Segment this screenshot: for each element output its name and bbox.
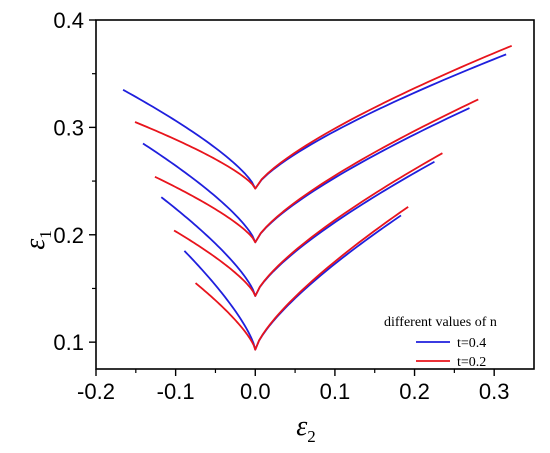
- y-tick-label: 0.4: [53, 8, 84, 33]
- x-tick-label: -0.1: [157, 379, 195, 404]
- x-tick-label: 0.1: [320, 379, 351, 404]
- x-tick-label: 0.3: [479, 379, 510, 404]
- series-line-4-red: [194, 206, 409, 351]
- x-axis-subscript: 2: [307, 427, 316, 446]
- legend-title: different values of n: [384, 315, 497, 330]
- series-layer: [122, 44, 513, 351]
- plot-frame: [95, 19, 535, 370]
- y-tick-label: 0.2: [53, 223, 84, 248]
- legend-label-1: t=0.2: [457, 355, 486, 370]
- series-line-1-red: [134, 44, 513, 190]
- series-line-3-red: [173, 152, 443, 297]
- x-axis-symbol: ε: [296, 411, 307, 442]
- legend-label-0: t=0.4: [457, 336, 486, 351]
- y-axis-symbol: ε: [20, 239, 51, 250]
- tick-layer: -0.2 -0.1 0.0 0.1 0.2 0.3 0.1 0.2 0.3 0.4: [53, 8, 509, 404]
- x-axis-title: ε2: [296, 411, 316, 446]
- y-tick-label: 0.1: [53, 330, 84, 355]
- y-tick-label: 0.3: [53, 115, 84, 140]
- x-tick-label: 0.0: [240, 379, 271, 404]
- y-axis-subscript: 1: [36, 230, 55, 239]
- x-tick-label: 0.2: [399, 379, 430, 404]
- x-tick-label: -0.2: [77, 379, 115, 404]
- legend: different values of n t=0.4 t=0.2: [384, 315, 497, 370]
- series-line-2-red: [154, 98, 479, 244]
- y-axis-title: ε1: [20, 230, 55, 250]
